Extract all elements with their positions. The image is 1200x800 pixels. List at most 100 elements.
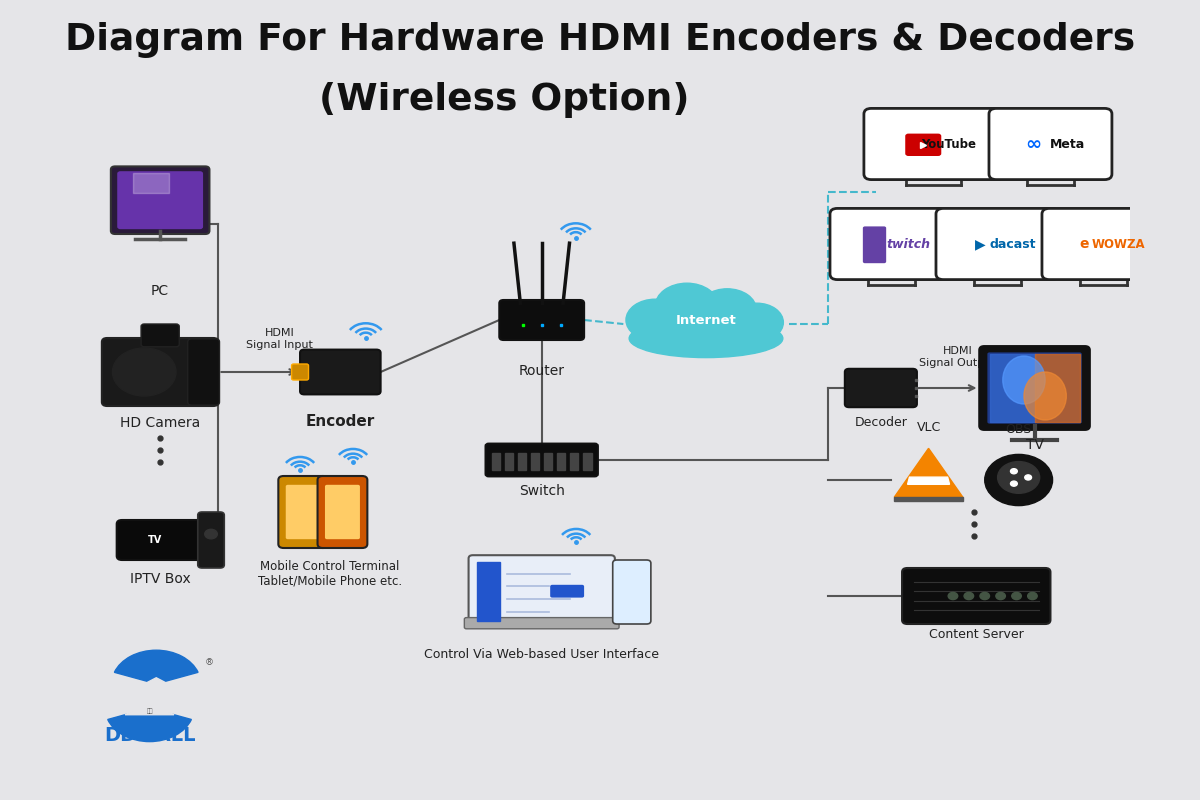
FancyBboxPatch shape [980,347,1090,429]
Text: Diagram For Hardware HDMI Encoders & Decoders: Diagram For Hardware HDMI Encoders & Dec… [65,22,1135,58]
FancyBboxPatch shape [845,369,917,407]
FancyBboxPatch shape [187,339,220,405]
Circle shape [127,359,161,385]
FancyBboxPatch shape [1042,209,1165,280]
Ellipse shape [1003,356,1045,404]
Text: IPTV Box: IPTV Box [130,572,191,586]
Circle shape [1010,481,1018,486]
FancyBboxPatch shape [550,585,584,598]
Circle shape [205,530,217,539]
Text: e: e [1080,237,1090,251]
Text: Meta: Meta [1050,138,1085,150]
Text: ®: ® [205,658,214,667]
Circle shape [1025,475,1032,480]
Bar [530,453,540,470]
FancyBboxPatch shape [486,443,598,477]
FancyBboxPatch shape [142,324,179,347]
Text: Content Server: Content Server [929,628,1024,641]
Text: dacast: dacast [989,238,1036,250]
Circle shape [1027,592,1037,600]
Text: ▶: ▶ [976,237,986,251]
Wedge shape [114,650,198,684]
Text: HD Camera: HD Camera [120,416,200,430]
FancyBboxPatch shape [102,338,218,406]
FancyBboxPatch shape [989,109,1112,180]
FancyBboxPatch shape [864,109,1004,180]
Text: Decoder: Decoder [854,416,907,429]
Bar [557,453,565,470]
FancyBboxPatch shape [110,166,210,234]
Text: VLC: VLC [917,421,941,434]
FancyBboxPatch shape [292,364,308,380]
Ellipse shape [1024,372,1067,420]
Bar [544,453,552,470]
FancyBboxPatch shape [863,226,886,263]
Text: (Wireless Option): (Wireless Option) [319,82,690,118]
Circle shape [997,462,1039,494]
Circle shape [1010,469,1018,474]
Text: PC: PC [151,284,169,298]
Circle shape [985,454,1052,506]
Circle shape [113,348,176,396]
Circle shape [948,592,958,600]
Bar [583,453,592,470]
Ellipse shape [655,283,719,330]
Polygon shape [125,702,174,714]
Text: HDMI
Signal Output: HDMI Signal Output [919,346,996,368]
Bar [492,453,500,470]
Circle shape [980,592,990,600]
Bar [505,453,514,470]
Text: twitch: twitch [887,238,930,250]
Text: TV: TV [1026,438,1044,451]
FancyBboxPatch shape [286,485,320,539]
Text: TV: TV [148,535,162,545]
Circle shape [134,365,154,379]
FancyBboxPatch shape [905,134,941,156]
Bar [570,453,578,470]
Ellipse shape [626,299,684,341]
Text: Control Via Web-based User Interface: Control Via Web-based User Interface [425,648,659,661]
FancyBboxPatch shape [116,520,204,560]
Text: Switch: Switch [518,484,565,498]
FancyBboxPatch shape [318,476,367,548]
FancyBboxPatch shape [464,618,619,629]
Bar [894,498,962,501]
Ellipse shape [629,319,782,358]
Circle shape [1012,592,1021,600]
Circle shape [964,592,973,600]
Text: WOWZA: WOWZA [1092,238,1145,250]
Text: Router: Router [518,364,565,378]
Text: HDMI
Signal Input: HDMI Signal Input [246,328,313,350]
Text: Encoder: Encoder [306,414,374,429]
FancyBboxPatch shape [830,209,953,280]
FancyBboxPatch shape [902,568,1050,624]
FancyBboxPatch shape [468,555,614,627]
Text: OBS: OBS [1006,423,1032,436]
Text: Internet: Internet [676,314,737,326]
FancyBboxPatch shape [988,352,1081,424]
FancyBboxPatch shape [499,300,584,340]
Text: DDMALL: DDMALL [104,726,196,746]
FancyBboxPatch shape [198,512,224,568]
Text: YouTube: YouTube [922,138,976,150]
Circle shape [120,354,169,390]
FancyBboxPatch shape [118,171,203,229]
Polygon shape [894,448,962,498]
Ellipse shape [731,303,784,342]
Circle shape [996,592,1006,600]
Wedge shape [108,708,191,742]
Polygon shape [132,678,181,690]
Text: 迪迈: 迪迈 [146,709,152,714]
Ellipse shape [674,309,758,347]
Bar [518,453,527,470]
FancyBboxPatch shape [613,560,650,624]
Bar [478,562,500,621]
FancyBboxPatch shape [278,476,328,548]
FancyBboxPatch shape [300,350,380,394]
Polygon shape [907,477,949,484]
FancyBboxPatch shape [325,485,360,539]
Text: Mobile Control Terminal
Tablet/Mobile Phone etc.: Mobile Control Terminal Tablet/Mobile Ph… [258,560,402,588]
Text: ∞: ∞ [1025,134,1042,154]
FancyBboxPatch shape [936,209,1058,280]
Ellipse shape [698,289,756,330]
